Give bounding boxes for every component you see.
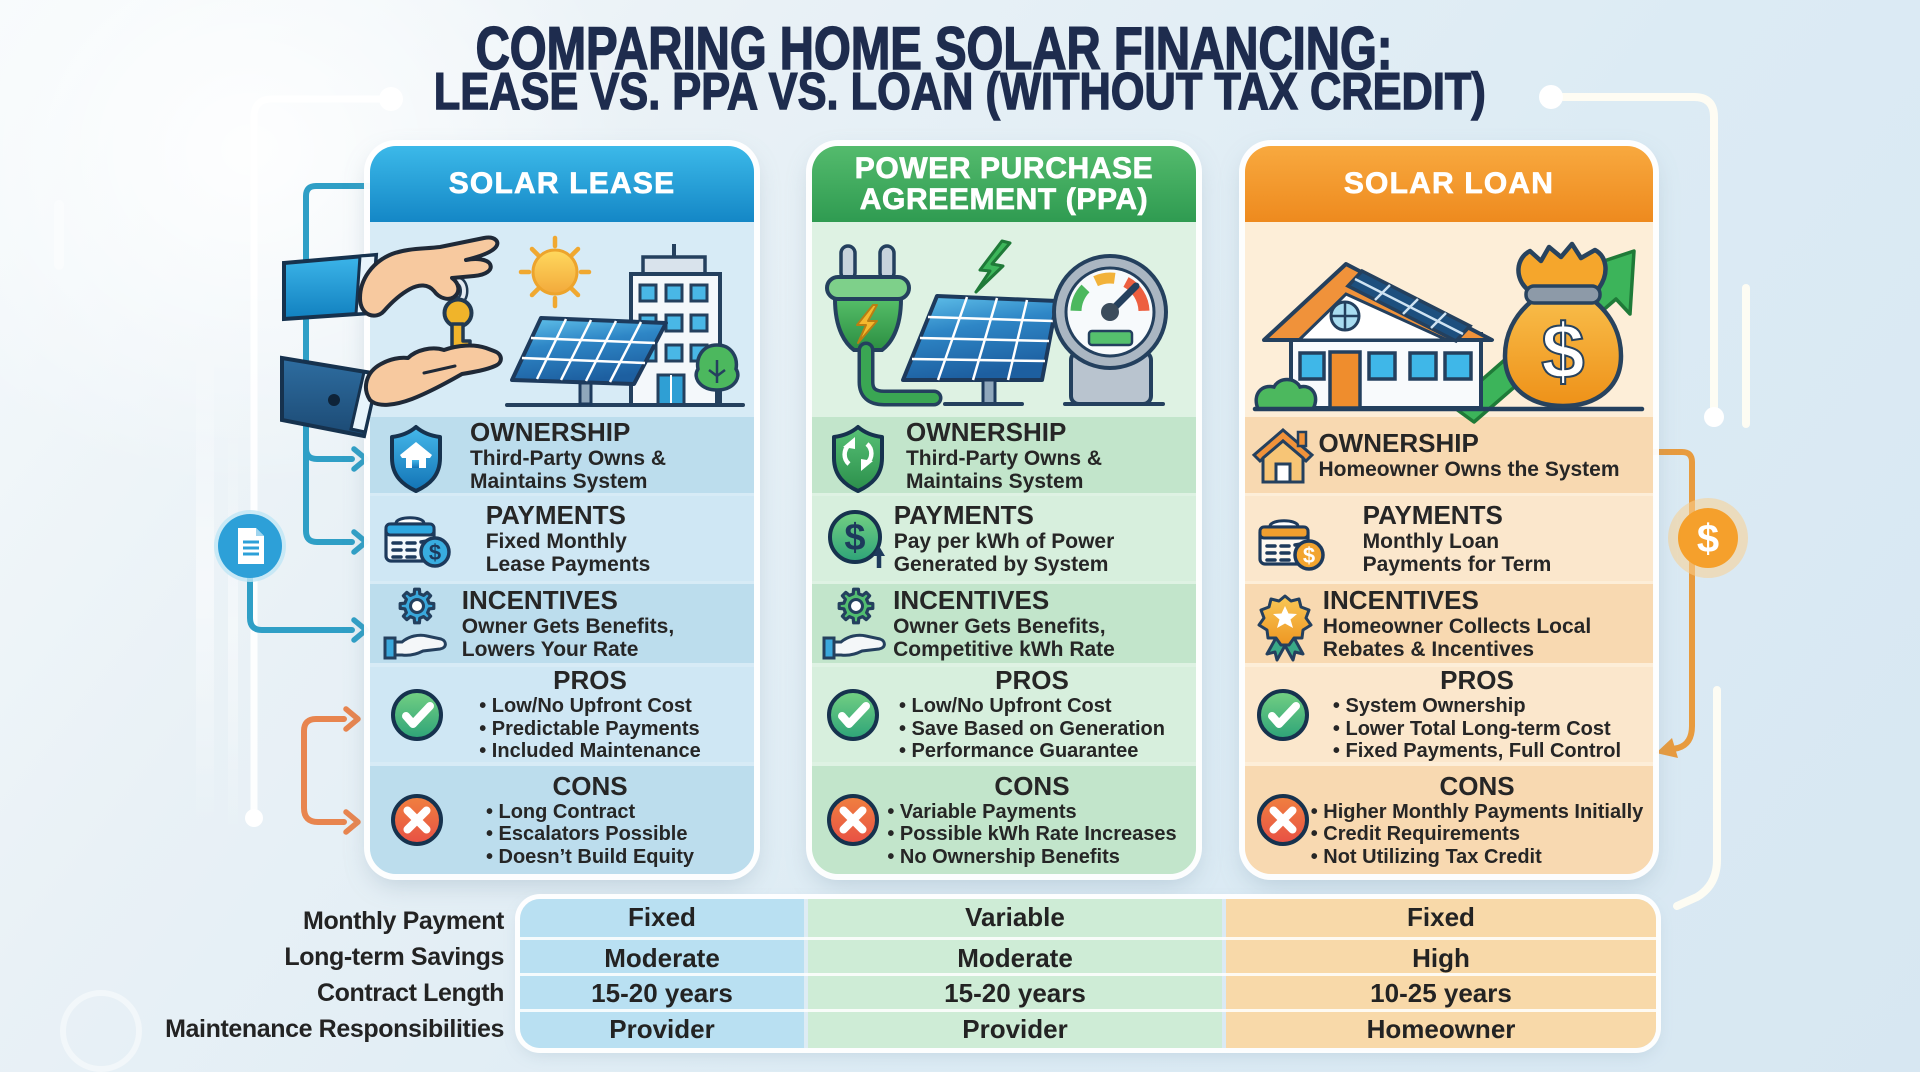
svg-text:$: $	[1697, 517, 1719, 561]
